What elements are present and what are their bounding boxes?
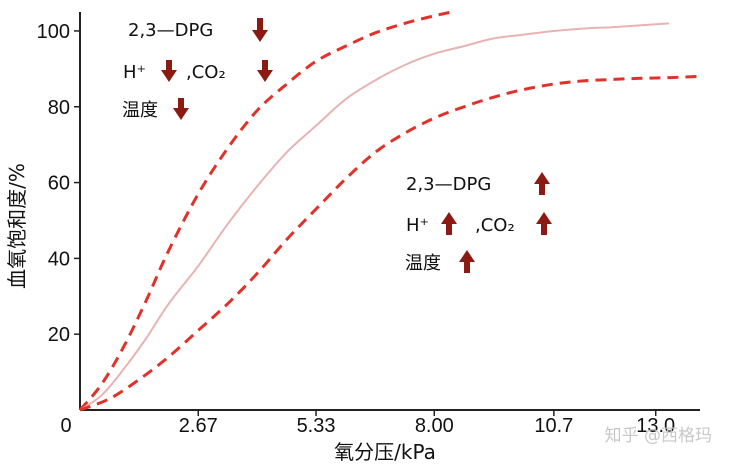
annotation-left-h: H⁺ — [123, 62, 146, 83]
arrow-up-icon — [534, 172, 550, 195]
series-line-left-shift — [78, 10, 453, 411]
watermark: 知乎 @西格玛 — [605, 426, 712, 446]
y-axis-title: 血氧饱和度/% — [5, 163, 29, 289]
origin-label: 0 — [60, 415, 71, 437]
annotation-right-h: H⁺ — [406, 215, 429, 236]
annotation-right-temp: 温度 — [405, 253, 441, 274]
annotation-right-co2: ,CO₂ — [475, 215, 515, 236]
arrow-down-icon — [173, 98, 189, 120]
y-tick-label: 80 — [48, 97, 70, 119]
arrow-down-icon — [161, 60, 177, 82]
annotation-left-temp: 温度 — [122, 100, 158, 121]
x-axis-title: 氧分压/kPa — [334, 440, 436, 464]
x-tick-label: 8.00 — [415, 415, 454, 437]
axis-ticks: 2.67 5.33 8.00 10.7 13.0 20 40 60 80 100 — [37, 21, 676, 437]
arrow-down-icon — [252, 18, 268, 42]
arrow-down-icon — [257, 60, 273, 82]
x-tick-label: 2.67 — [179, 415, 218, 437]
y-tick-label: 40 — [48, 248, 70, 270]
x-tick-label: 5.33 — [297, 415, 336, 437]
arrow-up-icon — [441, 212, 457, 235]
y-tick-label: 60 — [48, 173, 70, 195]
series-line-normal — [79, 22, 670, 411]
annotations: 2,3—DPG H⁺ ,CO₂ 温度 2,3—DPG H⁺ ,CO₂ 温度 — [122, 18, 552, 274]
series-lines — [78, 10, 701, 412]
x-tick-label: 10.7 — [534, 415, 573, 437]
arrow-up-icon — [536, 212, 552, 235]
x-tick-label: 13.0 — [636, 415, 675, 437]
annotation-arrows — [161, 18, 552, 273]
annotation-left-co2: ,CO₂ — [186, 62, 226, 83]
y-tick-label: 100 — [37, 21, 70, 43]
plot-area: 2.67 5.33 8.00 10.7 13.0 20 40 60 80 100 — [37, 10, 701, 437]
annotation-right-dpg: 2,3—DPG — [406, 174, 491, 195]
annotation-left-dpg: 2,3—DPG — [128, 20, 213, 41]
arrow-up-icon — [459, 250, 475, 273]
y-tick-label: 20 — [48, 324, 70, 346]
series-line-right-shift — [79, 74, 701, 412]
